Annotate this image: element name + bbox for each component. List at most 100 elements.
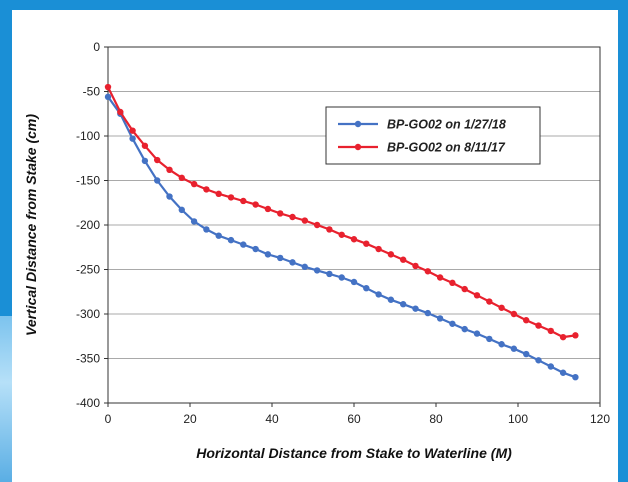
data-point: [129, 127, 136, 134]
series-2: [104, 83, 579, 341]
data-point: [424, 309, 431, 317]
data-point: [498, 341, 505, 348]
data-point: [215, 232, 222, 239]
x-tick-label: 120: [590, 412, 610, 426]
legend-swatch-marker: [354, 143, 362, 151]
data-point: [154, 156, 161, 164]
data-point: [387, 251, 395, 258]
data-point: [104, 83, 112, 91]
y-tick-label: -200: [76, 218, 100, 232]
legend-swatch-marker: [354, 120, 362, 128]
data-point: [326, 226, 333, 233]
data-point: [301, 217, 308, 224]
data-point: [166, 166, 173, 174]
data-point: [547, 327, 554, 335]
left-accent-strip: [0, 316, 12, 482]
data-point: [400, 301, 407, 308]
data-point: [572, 373, 579, 381]
data-point: [436, 315, 444, 322]
data-point: [473, 292, 481, 299]
data-point: [338, 274, 345, 281]
data-point: [313, 221, 321, 229]
data-point: [326, 270, 333, 278]
data-point: [412, 262, 419, 270]
data-point: [498, 304, 505, 311]
data-point: [178, 174, 185, 182]
data-point: [375, 245, 382, 253]
data-point: [510, 310, 518, 318]
data-point: [363, 240, 370, 247]
data-point: [523, 350, 530, 358]
data-point: [203, 186, 210, 193]
data-point: [240, 241, 247, 248]
data-point: [117, 108, 124, 116]
data-point: [178, 206, 185, 214]
data-point: [141, 142, 149, 149]
data-point: [338, 231, 345, 238]
data-point: [301, 263, 308, 271]
data-point: [449, 320, 456, 327]
data-point: [387, 296, 395, 303]
x-axis-ticks: 0 20 40 60 80 100 120: [105, 403, 610, 426]
y-tick-label: -100: [76, 129, 100, 143]
data-point: [289, 259, 296, 266]
data-point: [523, 317, 530, 324]
data-point: [264, 205, 272, 213]
data-point: [277, 210, 284, 217]
data-point: [559, 333, 567, 341]
data-point: [436, 274, 444, 281]
data-point: [424, 268, 431, 275]
y-tick-label: -300: [76, 307, 100, 321]
x-tick-label: 0: [105, 412, 112, 426]
data-point: [227, 236, 235, 244]
data-point: [129, 135, 136, 142]
y-axis-title: Vertical Distance from Stake (cm): [23, 114, 39, 336]
y-tick-label: -50: [83, 85, 101, 99]
data-point: [350, 278, 358, 286]
data-point: [240, 197, 247, 205]
series-group: [104, 83, 579, 381]
data-point: [363, 284, 370, 292]
data-point: [313, 267, 321, 274]
y-tick-label: -350: [76, 352, 100, 366]
data-point: [190, 180, 198, 188]
data-point: [535, 357, 542, 364]
data-point: [252, 201, 259, 208]
line-chart: 0 -50 -100 -150 -200 -250 -300 -350 -400 0 20 40 60…: [23, 40, 610, 461]
y-tick-label: -150: [76, 174, 100, 188]
data-point: [486, 298, 493, 305]
data-point: [572, 332, 579, 339]
x-tick-label: 40: [265, 412, 279, 426]
legend-label: BP-GO02 on 8/11/17: [387, 141, 506, 155]
y-axis-ticks: 0 -50 -100 -150 -200 -250 -300 -350 -400: [76, 40, 108, 410]
data-point: [486, 335, 493, 343]
data-point: [461, 285, 468, 293]
x-tick-label: 60: [347, 412, 361, 426]
data-point: [289, 213, 296, 221]
data-point: [252, 245, 259, 253]
data-point: [141, 157, 149, 165]
x-tick-label: 100: [508, 412, 528, 426]
data-point: [461, 325, 468, 333]
y-tick-label: -250: [76, 263, 100, 277]
data-point: [510, 345, 518, 352]
data-point: [203, 226, 210, 233]
data-point: [473, 330, 481, 337]
legend-label: BP-GO02 on 1/27/18: [387, 118, 506, 132]
data-point: [166, 193, 173, 200]
data-point: [535, 322, 542, 329]
data-point: [547, 363, 554, 370]
data-point: [154, 177, 161, 184]
data-point: [277, 254, 284, 262]
series-1: [104, 93, 579, 381]
y-tick-label: 0: [93, 40, 100, 54]
legend: BP-GO02 on 1/27/18 BP-GO02 on 8/11/17: [325, 106, 541, 165]
x-axis-title: Horizontal Distance from Stake to Waterl…: [196, 445, 512, 461]
data-point: [264, 251, 272, 258]
data-point: [559, 369, 567, 376]
data-point: [227, 194, 235, 201]
legend-box: [325, 106, 541, 165]
data-point: [104, 93, 112, 101]
data-point: [190, 218, 198, 225]
x-tick-label: 20: [183, 412, 197, 426]
